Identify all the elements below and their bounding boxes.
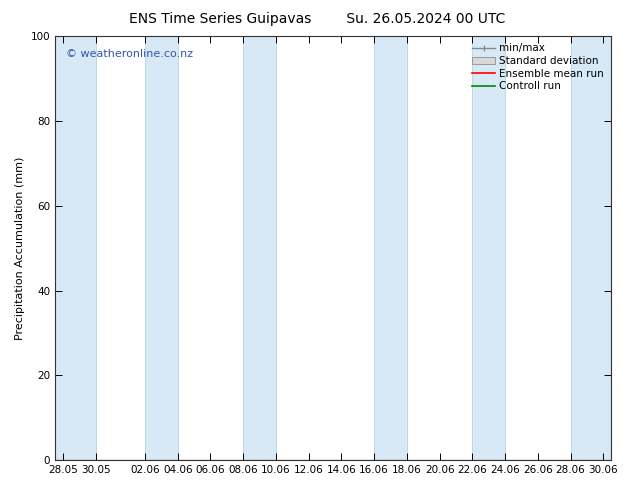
Y-axis label: Precipitation Accumulation (mm): Precipitation Accumulation (mm) bbox=[15, 156, 25, 340]
Bar bbox=[472, 36, 505, 460]
Text: © weatheronline.co.nz: © weatheronline.co.nz bbox=[66, 49, 193, 59]
Legend: min/max, Standard deviation, Ensemble mean run, Controll run: min/max, Standard deviation, Ensemble me… bbox=[470, 41, 606, 93]
Bar bbox=[571, 36, 611, 460]
Bar bbox=[243, 36, 276, 460]
Bar bbox=[145, 36, 178, 460]
Bar bbox=[374, 36, 407, 460]
Bar bbox=[55, 36, 96, 460]
Text: ENS Time Series Guipavas        Su. 26.05.2024 00 UTC: ENS Time Series Guipavas Su. 26.05.2024 … bbox=[129, 12, 505, 26]
